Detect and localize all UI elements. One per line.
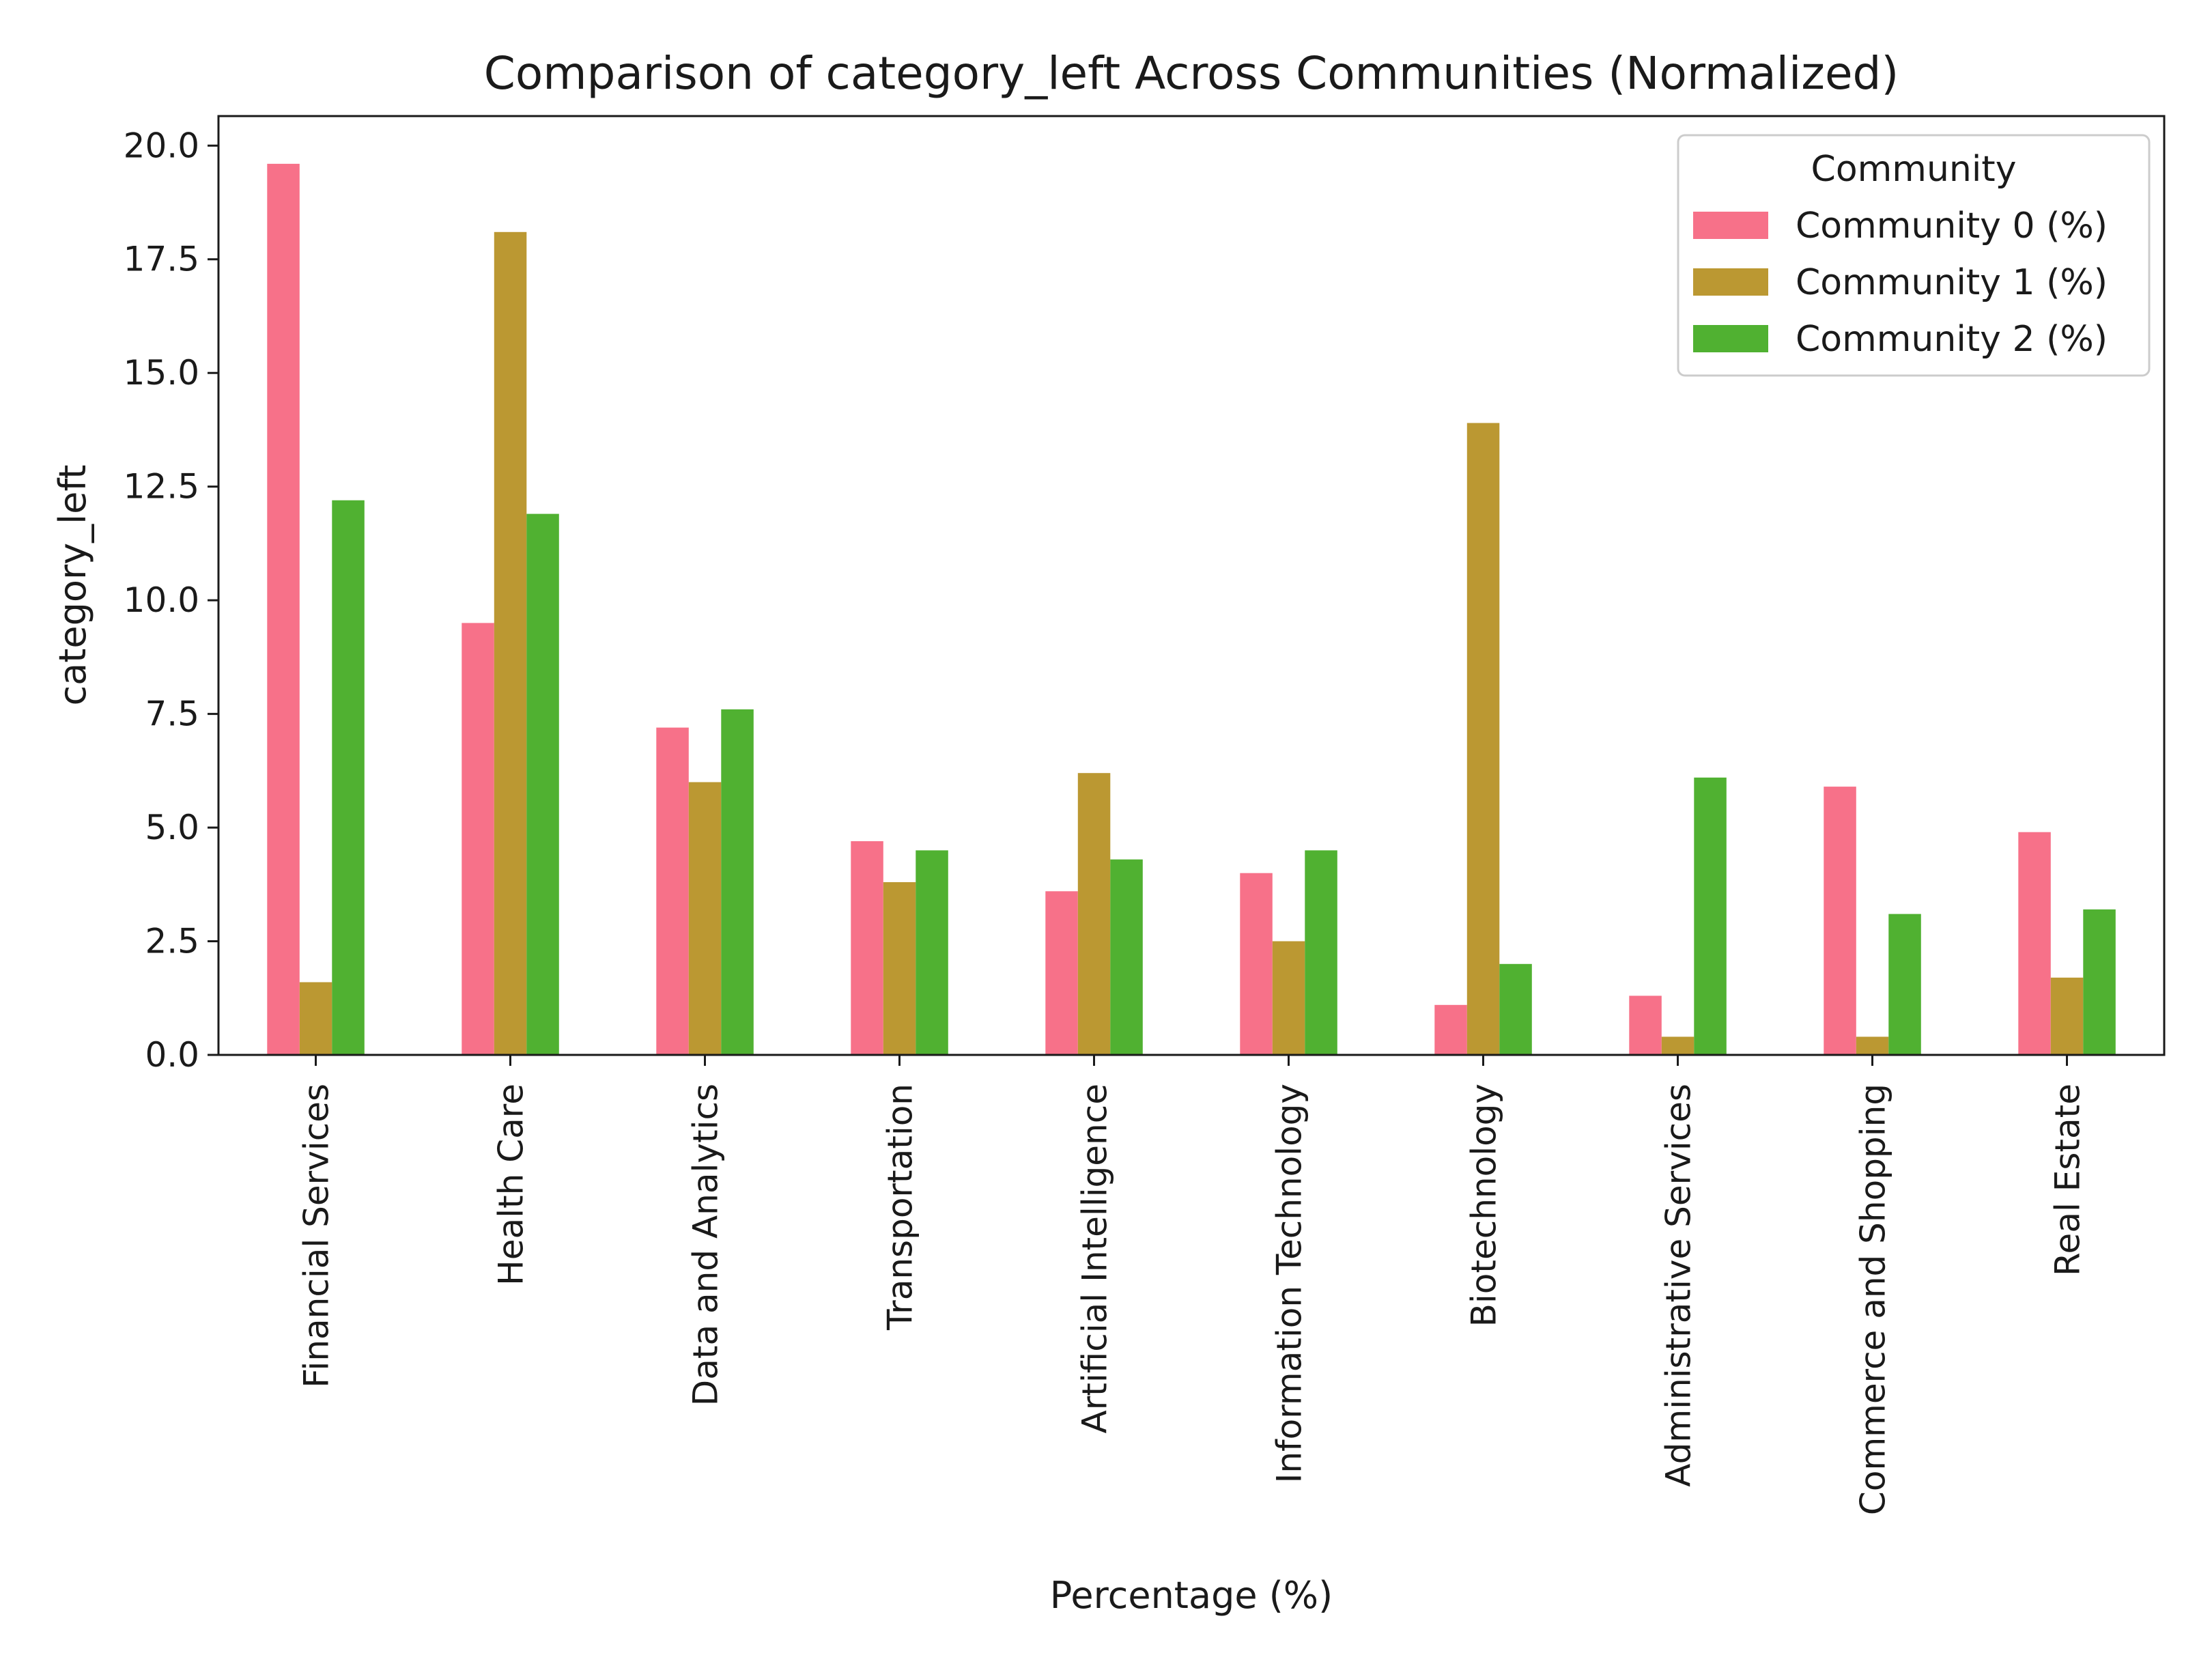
bar-community-2-transportation bbox=[916, 850, 948, 1055]
legend-label-0: Community 0 (%) bbox=[1796, 206, 2108, 246]
x-tick-label: Commerce and Shopping bbox=[1854, 1084, 1893, 1515]
bar-community-1-biotechnology bbox=[1466, 423, 1500, 1055]
x-tick-label: Data and Analytics bbox=[686, 1084, 726, 1406]
y-axis: 0.0 2.5 5.0 7.5 10.0 12.5 15.0 17.5 20.0 bbox=[124, 126, 218, 1075]
y-axis-label: category_left bbox=[51, 464, 94, 705]
legend-swatch-1 bbox=[1693, 268, 1768, 296]
bar-community-2-artificial-intelligence bbox=[1110, 859, 1143, 1055]
bar-community-0-data-and-analytics bbox=[656, 727, 689, 1055]
bars-group bbox=[267, 163, 2116, 1055]
bar-community-0-transportation bbox=[851, 841, 883, 1055]
y-tick-label: 7.5 bbox=[145, 694, 199, 734]
x-tick-label: Transportation bbox=[881, 1084, 920, 1331]
legend-label-1: Community 1 (%) bbox=[1796, 262, 2108, 303]
x-tick-label: Artificial Intelligence bbox=[1075, 1084, 1115, 1433]
bar-community-1-commerce-and-shopping bbox=[1856, 1036, 1889, 1055]
y-tick-label: 2.5 bbox=[145, 922, 199, 961]
bar-community-2-commerce-and-shopping bbox=[1888, 914, 1921, 1055]
legend-swatch-2 bbox=[1693, 325, 1768, 352]
x-axis-label: Percentage (%) bbox=[1050, 1574, 1333, 1617]
bar-community-1-financial-services bbox=[299, 982, 332, 1055]
bar-community-0-real-estate bbox=[2018, 832, 2051, 1055]
bar-community-2-data-and-analytics bbox=[721, 709, 754, 1055]
bar-community-1-transportation bbox=[883, 882, 916, 1055]
bar-community-0-administrative-services bbox=[1629, 996, 1662, 1055]
x-tick-label: Administrative Services bbox=[1659, 1084, 1699, 1487]
legend-frame bbox=[1677, 134, 2151, 377]
legend-title: Community bbox=[1811, 149, 2017, 190]
x-tick-label: Health Care bbox=[492, 1084, 531, 1286]
bar-community-1-artificial-intelligence bbox=[1077, 773, 1111, 1055]
y-tick-label: 15.0 bbox=[124, 353, 199, 393]
chart-title: Comparison of category_left Across Commu… bbox=[484, 47, 1899, 100]
legend: Community Community 0 (%) Community 1 (%)… bbox=[1677, 134, 2151, 377]
x-tick-label: Financial Services bbox=[297, 1084, 337, 1388]
x-tick-label: Real Estate bbox=[2048, 1084, 2088, 1276]
bar-community-2-health-care bbox=[526, 513, 559, 1055]
bar-community-0-commerce-and-shopping bbox=[1824, 787, 1856, 1055]
bar-community-0-biotechnology bbox=[1434, 1004, 1467, 1055]
bar-community-2-information-technology bbox=[1305, 850, 1337, 1055]
bar-community-1-health-care bbox=[494, 231, 527, 1055]
legend-swatch-0 bbox=[1693, 212, 1768, 239]
y-tick-label: 10.0 bbox=[124, 580, 199, 620]
bar-community-2-real-estate bbox=[2083, 909, 2116, 1055]
bar-community-0-artificial-intelligence bbox=[1045, 891, 1078, 1055]
y-tick-label: 20.0 bbox=[124, 126, 199, 165]
x-axis: Financial Services Health Care Data and An… bbox=[297, 1055, 2088, 1515]
y-tick-label: 12.5 bbox=[124, 467, 199, 507]
bar-community-0-financial-services bbox=[267, 163, 300, 1055]
bar-community-1-real-estate bbox=[2050, 977, 2084, 1055]
bar-community-2-administrative-services bbox=[1694, 777, 1727, 1055]
y-tick-label: 17.5 bbox=[124, 240, 199, 279]
y-tick-label: 0.0 bbox=[145, 1035, 199, 1075]
bar-community-1-administrative-services bbox=[1661, 1036, 1695, 1055]
y-tick-label: 5.0 bbox=[145, 808, 199, 847]
x-tick-label: Information Technology bbox=[1270, 1084, 1309, 1483]
bar-community-2-biotechnology bbox=[1499, 963, 1532, 1055]
x-tick-label: Biotechnology bbox=[1464, 1084, 1504, 1327]
legend-label-2: Community 2 (%) bbox=[1796, 319, 2108, 360]
bar-community-1-information-technology bbox=[1272, 941, 1305, 1055]
bar-community-0-information-technology bbox=[1240, 873, 1273, 1055]
bar-community-1-data-and-analytics bbox=[688, 782, 722, 1055]
bar-community-2-financial-services bbox=[332, 500, 365, 1055]
plot-frame bbox=[217, 115, 2166, 1056]
bar-community-0-health-care bbox=[462, 623, 494, 1055]
